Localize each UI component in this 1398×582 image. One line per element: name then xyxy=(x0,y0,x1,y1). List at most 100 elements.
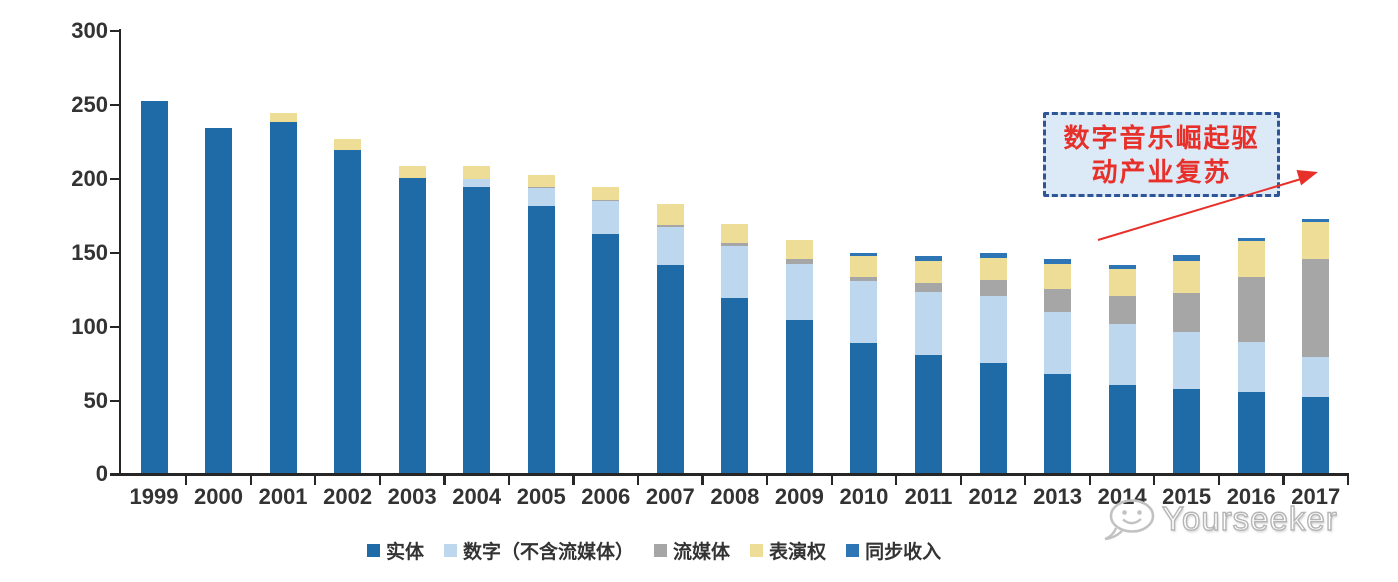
x-axis-tick xyxy=(249,475,252,485)
bar-segment xyxy=(1044,374,1072,474)
y-axis-label: 250 xyxy=(71,91,108,117)
bar-segment xyxy=(334,149,362,474)
bar-segment xyxy=(850,256,878,277)
legend-item: 表演权 xyxy=(750,537,826,564)
bar-segment xyxy=(1044,288,1072,313)
x-axis-tick xyxy=(1153,475,1156,485)
bar-segment xyxy=(1173,389,1201,474)
legend-item: 数字（不含流媒体） xyxy=(444,537,634,564)
x-axis-tick xyxy=(1217,475,1220,485)
x-axis-label: 2010 xyxy=(839,484,889,510)
legend-item: 实体 xyxy=(367,537,424,564)
bar-segment xyxy=(1108,384,1136,474)
x-axis-label: 2003 xyxy=(387,484,437,510)
x-axis-label: 2013 xyxy=(1033,484,1083,510)
x-axis-label: 1999 xyxy=(129,484,179,510)
bar-segment xyxy=(398,177,426,474)
bar-segment xyxy=(979,279,1007,297)
bar-segment xyxy=(1044,312,1072,375)
x-axis-tick xyxy=(959,475,962,485)
bar-segment xyxy=(979,257,1007,280)
bar-segment xyxy=(914,355,942,474)
x-axis-label: 2014 xyxy=(1097,484,1147,510)
bar-segment xyxy=(269,112,297,122)
x-axis-label: 2005 xyxy=(516,484,566,510)
legend-swatch-icon xyxy=(367,544,380,557)
bar-segment xyxy=(850,281,878,344)
bar-segment xyxy=(1302,219,1330,223)
legend-swatch-icon xyxy=(750,544,764,557)
x-axis-label: 2006 xyxy=(581,484,631,510)
bar-segment xyxy=(1237,238,1265,242)
x-axis-tick xyxy=(507,475,511,485)
bar-segment xyxy=(850,343,878,474)
bar-segment xyxy=(1044,263,1072,289)
x-axis-label: 2002 xyxy=(323,484,373,510)
bar-segment xyxy=(785,263,813,320)
y-axis-tick xyxy=(110,30,119,33)
legend-swatch-icon xyxy=(846,544,860,557)
legend-swatch-icon xyxy=(444,544,458,557)
x-axis-line xyxy=(118,473,1350,476)
legend-swatch-icon xyxy=(654,544,668,557)
legend: 实体 数字（不含流媒体） 流媒体 表演权 同步收入 xyxy=(367,537,941,564)
y-axis-tick xyxy=(110,325,119,328)
bar-segment xyxy=(1237,341,1265,393)
bar-segment xyxy=(656,226,684,266)
bar-segment xyxy=(914,256,942,261)
bar-segment xyxy=(1302,356,1330,397)
bar-segment xyxy=(656,225,684,227)
x-axis-label: 2007 xyxy=(645,484,695,510)
legend-label: 实体 xyxy=(386,542,425,563)
y-axis-label: 0 xyxy=(95,461,108,487)
x-axis-label: 2009 xyxy=(774,484,824,510)
bar-segment xyxy=(979,296,1007,363)
bar-segment xyxy=(785,239,813,260)
x-axis-tick xyxy=(766,475,769,485)
bar-segment xyxy=(914,260,942,283)
bar-segment xyxy=(1302,222,1330,260)
legend-label: 数字（不含流媒体） xyxy=(463,542,635,563)
y-axis-label: 200 xyxy=(71,165,108,191)
bar-segment xyxy=(463,186,491,474)
x-axis-tick xyxy=(378,475,381,485)
bar-segment xyxy=(592,200,620,202)
y-axis-label: 50 xyxy=(83,387,108,413)
annotation-line2: 动产业复苏 xyxy=(1091,156,1232,187)
x-axis-tick xyxy=(572,475,575,485)
watermark: Yourseeker xyxy=(1102,496,1338,542)
bar-segment xyxy=(527,188,555,206)
bar-segment xyxy=(914,282,942,292)
x-axis-label: 2004 xyxy=(452,484,502,510)
y-axis-label: 100 xyxy=(71,313,108,339)
legend-label: 表演权 xyxy=(769,542,827,563)
bar-segment xyxy=(1302,396,1330,474)
bar-segment xyxy=(1044,259,1072,264)
bar-segment xyxy=(1302,259,1330,357)
bar-segment xyxy=(914,291,942,356)
x-axis-tick xyxy=(636,475,640,485)
bar-segment xyxy=(463,166,491,180)
bar-segment xyxy=(979,253,1007,258)
bar-segment xyxy=(850,253,878,257)
annotation-arrow-icon xyxy=(1097,170,1318,241)
watermark-text: Yourseeker xyxy=(1161,499,1338,537)
y-axis-label: 300 xyxy=(71,18,108,44)
x-axis-label: 2012 xyxy=(968,484,1018,510)
bar-segment xyxy=(721,223,749,243)
bar-segment xyxy=(527,186,555,189)
bar-segment xyxy=(1173,331,1201,390)
x-axis-tick xyxy=(701,475,704,485)
bar-segment xyxy=(1237,392,1265,474)
bar-segment xyxy=(1237,276,1265,342)
bar-segment xyxy=(1173,293,1201,332)
bar-segment xyxy=(592,186,620,200)
bar-segment xyxy=(721,245,749,298)
y-axis-tick xyxy=(110,399,119,402)
x-axis-tick xyxy=(185,475,188,485)
x-axis-label: 2015 xyxy=(1162,484,1212,510)
bar-segment xyxy=(592,233,620,474)
x-axis-label: 2011 xyxy=(904,484,953,510)
